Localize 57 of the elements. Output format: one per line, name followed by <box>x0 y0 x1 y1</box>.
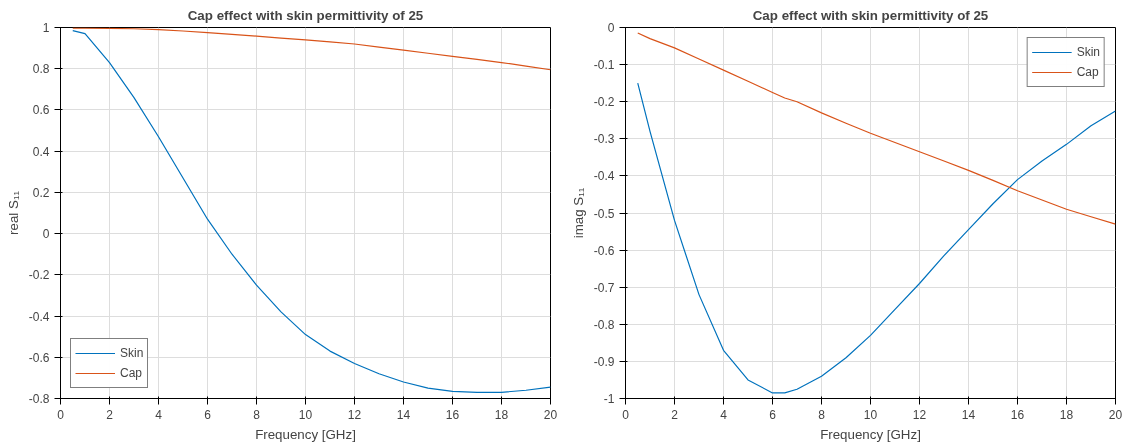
y-tick-label: 0.4 <box>32 144 50 159</box>
y-tick-label: -0.4 <box>593 169 615 184</box>
x-tick-label: 10 <box>298 407 313 422</box>
x-tick-label: 18 <box>494 407 509 422</box>
legend-label: Skin <box>1076 45 1100 59</box>
x-tick-label: 14 <box>396 407 411 422</box>
y-tick-label: -0.4 <box>28 309 50 324</box>
y-tick-label: 0.8 <box>32 62 50 77</box>
x-tick-label: 18 <box>1059 407 1074 422</box>
y-tick-label: 0.6 <box>32 103 50 118</box>
y-tick-label: -0.2 <box>28 268 50 283</box>
line-series <box>637 32 1116 225</box>
y-tick-label: -0.7 <box>593 280 615 295</box>
legend-label: Cap <box>120 366 143 380</box>
x-tick-label: 6 <box>769 407 777 422</box>
y-tick-label: 0 <box>42 227 50 242</box>
x-tick-label: 2 <box>106 407 114 422</box>
legend-label: Skin <box>120 346 144 360</box>
y-tick-label: 0 <box>607 21 615 35</box>
y-tick-label: -0.1 <box>593 58 615 73</box>
y-tick-label: -0.3 <box>593 132 615 147</box>
y-tick-label: -0.2 <box>593 95 615 110</box>
line-series <box>72 27 551 71</box>
y-tick-label: -0.6 <box>593 243 615 258</box>
y-tick-label: -1 <box>603 392 615 406</box>
chart-title: Cap effect with skin permittivity of 25 <box>187 7 424 23</box>
y-tick-label: -0.9 <box>593 354 615 369</box>
x-tick-label: 12 <box>347 407 362 422</box>
legend-label: Cap <box>1076 65 1099 79</box>
x-tick-label: 0 <box>57 407 65 422</box>
x-tick-label: 12 <box>912 407 927 422</box>
x-tick-label: 16 <box>1010 407 1025 422</box>
y-tick-label: 0.2 <box>32 185 50 200</box>
x-tick-label: 6 <box>204 407 212 422</box>
x-tick-label: 20 <box>1108 407 1123 422</box>
x-tick-label: 4 <box>155 407 163 422</box>
y-tick-label: 1 <box>42 21 50 35</box>
y-axis-title: imag S₁₁ <box>570 187 586 239</box>
line-series <box>637 82 1116 394</box>
x-tick-label: 4 <box>720 407 728 422</box>
x-tick-label: 0 <box>622 407 630 422</box>
x-tick-label: 20 <box>543 407 558 422</box>
x-tick-label: 8 <box>253 407 261 422</box>
y-tick-label: -0.5 <box>593 206 615 221</box>
y-tick-label: -0.8 <box>593 317 615 332</box>
y-tick-label: -0.8 <box>28 392 50 406</box>
x-tick-label: 10 <box>863 407 878 422</box>
chart-title: Cap effect with skin permittivity of 25 <box>752 7 989 23</box>
x-tick-label: 16 <box>445 407 460 422</box>
x-tick-label: 8 <box>818 407 826 422</box>
x-axis-title: Frequency [GHz] <box>820 426 921 442</box>
x-axis-title: Frequency [GHz] <box>255 426 356 442</box>
line-series <box>72 29 551 393</box>
x-tick-label: 14 <box>961 407 976 422</box>
y-axis-title: real S₁₁ <box>5 190 21 235</box>
x-tick-label: 2 <box>671 407 679 422</box>
y-tick-label: -0.6 <box>28 350 50 365</box>
